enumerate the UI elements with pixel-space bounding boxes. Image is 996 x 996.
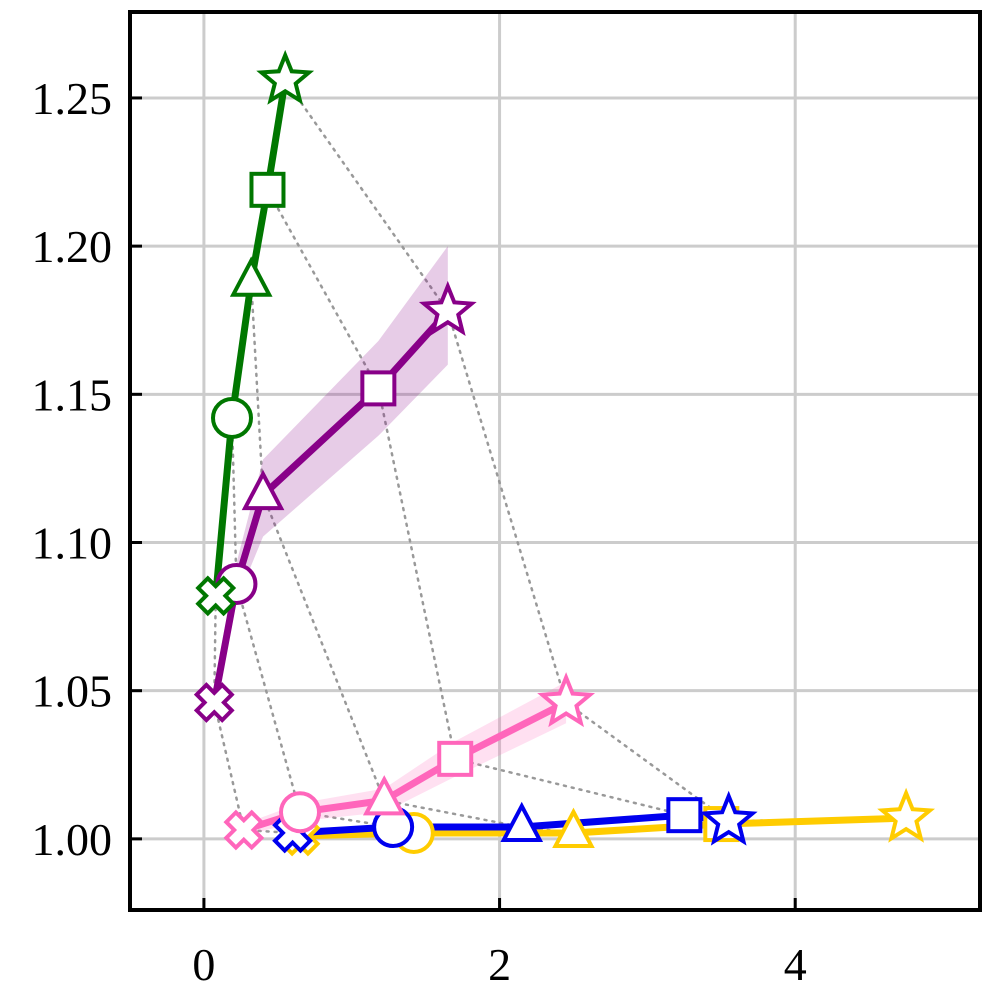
y-tick-label: 1.00	[32, 814, 113, 865]
square-marker	[666, 797, 703, 834]
square-marker	[249, 171, 286, 208]
y-tick-label: 1.15	[32, 369, 113, 420]
cross-marker	[193, 682, 235, 723]
star-marker	[418, 280, 477, 336]
y-tick-labels: 1.00 1.05 1.10 1.15 1.20 1.25	[32, 73, 113, 865]
x-tick-label: 2	[488, 939, 511, 990]
triangle-marker	[362, 775, 406, 816]
triangle-marker	[229, 256, 273, 297]
triangle-marker	[241, 469, 285, 511]
star-marker	[877, 787, 936, 843]
cross-marker	[195, 575, 237, 617]
star-marker	[256, 49, 315, 105]
square-marker	[360, 370, 397, 407]
square-marker	[437, 740, 474, 777]
y-tick-label: 1.05	[32, 666, 113, 717]
circle-marker	[211, 397, 253, 440]
y-tick-label: 1.25	[32, 73, 113, 124]
y-tick-label: 1.20	[32, 221, 113, 272]
star-marker	[699, 790, 758, 846]
marker-connector-line	[230, 416, 416, 835]
plot-area	[130, 12, 980, 910]
plot-frame	[128, 10, 982, 912]
series-markers	[193, 49, 936, 857]
star-marker	[537, 672, 596, 728]
x-tick-labels: 0 2 4	[192, 939, 806, 990]
axis-ticks	[130, 96, 797, 910]
y-tick-label: 1.10	[32, 518, 113, 569]
x-tick-label: 4	[784, 939, 807, 990]
grid-lines	[130, 12, 980, 910]
circle-marker	[279, 791, 321, 834]
triangle-marker	[500, 801, 544, 843]
cross-marker	[223, 809, 265, 851]
series-band	[214, 246, 448, 721]
triangle-marker	[552, 807, 595, 848]
x-tick-label: 0	[192, 939, 215, 990]
